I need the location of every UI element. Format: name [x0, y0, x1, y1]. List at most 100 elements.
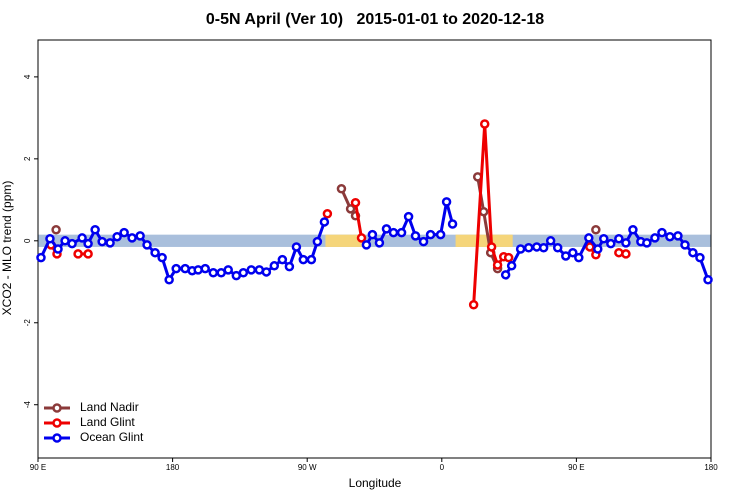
data-point	[503, 252, 514, 263]
data-point	[418, 236, 429, 247]
data-point	[606, 238, 616, 249]
legend-label: Ocean Glint	[80, 430, 144, 444]
data-point	[695, 252, 705, 263]
data-point	[403, 211, 414, 222]
y-axis-label: XCO2 - MLO trend (ppm)	[0, 181, 14, 316]
data-point	[545, 236, 556, 246]
y-tick-label: 0	[23, 238, 32, 243]
data-point	[673, 231, 683, 241]
data-point	[621, 249, 631, 259]
data-point	[552, 243, 563, 253]
data-point	[614, 234, 624, 244]
data-point	[53, 244, 63, 254]
y-tick-label: 4	[23, 74, 32, 79]
data-point	[410, 231, 421, 241]
legend-marker	[52, 433, 62, 443]
data-point	[51, 224, 61, 235]
data-point	[67, 238, 77, 249]
legend-label: Land Glint	[80, 415, 135, 429]
data-point	[345, 204, 356, 214]
land-highlight	[325, 234, 366, 247]
data-point	[492, 260, 503, 270]
data-point	[77, 233, 87, 243]
data-point	[561, 251, 571, 261]
data-point	[688, 247, 698, 258]
data-point	[142, 240, 152, 250]
data-point	[367, 229, 378, 240]
data-point	[680, 240, 690, 250]
series-line	[354, 202, 363, 239]
data-point	[468, 299, 479, 310]
data-point	[486, 242, 497, 252]
data-point	[336, 184, 347, 194]
data-point	[628, 224, 638, 235]
data-point	[83, 238, 93, 249]
legend-marker	[52, 418, 62, 428]
legend-label: Land Nadir	[80, 400, 139, 414]
data-point	[435, 229, 446, 240]
legend-marker	[52, 403, 62, 413]
data-point	[322, 209, 333, 219]
data-point	[574, 252, 584, 263]
data-point	[319, 217, 330, 227]
plot-frame	[37, 39, 712, 459]
data-point	[479, 119, 490, 129]
data-point	[650, 233, 660, 243]
data-point	[112, 231, 122, 242]
data-point	[585, 242, 595, 252]
data-point	[538, 243, 549, 253]
data-point	[350, 197, 361, 208]
data-point	[312, 236, 323, 247]
data-point	[478, 206, 489, 217]
data-point	[119, 227, 129, 238]
data-point	[361, 240, 372, 250]
data-point	[269, 261, 280, 271]
data-point	[83, 249, 93, 259]
y-tick-label: -2	[23, 319, 32, 327]
data-point	[261, 267, 272, 277]
x-tick-label: 90 E	[30, 463, 46, 472]
data-point	[73, 249, 83, 259]
data-point	[523, 243, 534, 253]
data-point	[105, 238, 115, 248]
data-point	[425, 229, 436, 240]
data-point	[593, 244, 603, 254]
data-point	[208, 268, 219, 278]
data-point	[157, 252, 167, 263]
data-point	[500, 270, 511, 280]
y-tick-label: -4	[23, 401, 32, 409]
data-point	[599, 234, 609, 244]
x-tick-label: 90 E	[568, 463, 584, 472]
data-point	[506, 261, 517, 271]
data-point	[238, 268, 249, 278]
data-point	[135, 231, 145, 241]
y-tick-label: 2	[23, 156, 32, 161]
x-axis-label: Longitude	[349, 476, 402, 490]
data-point	[45, 234, 55, 244]
land-highlight	[455, 234, 513, 247]
data-point	[298, 254, 309, 265]
x-tick-label: 0	[440, 463, 445, 472]
x-tick-label: 180	[704, 463, 718, 472]
data-point	[284, 261, 295, 272]
data-point	[703, 274, 713, 285]
data-point	[396, 227, 407, 238]
data-point	[584, 233, 594, 243]
data-point	[291, 242, 302, 252]
data-point	[36, 252, 46, 263]
data-point	[374, 238, 385, 248]
data-point	[306, 254, 317, 265]
data-point	[665, 231, 675, 242]
data-point	[591, 224, 601, 235]
data-point	[388, 227, 399, 238]
data-point	[381, 224, 392, 234]
data-point	[277, 254, 288, 265]
data-point	[164, 274, 174, 285]
data-point	[356, 233, 367, 243]
data-point	[642, 238, 652, 248]
data-point	[568, 247, 578, 258]
data-point	[447, 219, 458, 229]
data-point	[150, 247, 160, 258]
x-tick-label: 180	[166, 463, 180, 472]
